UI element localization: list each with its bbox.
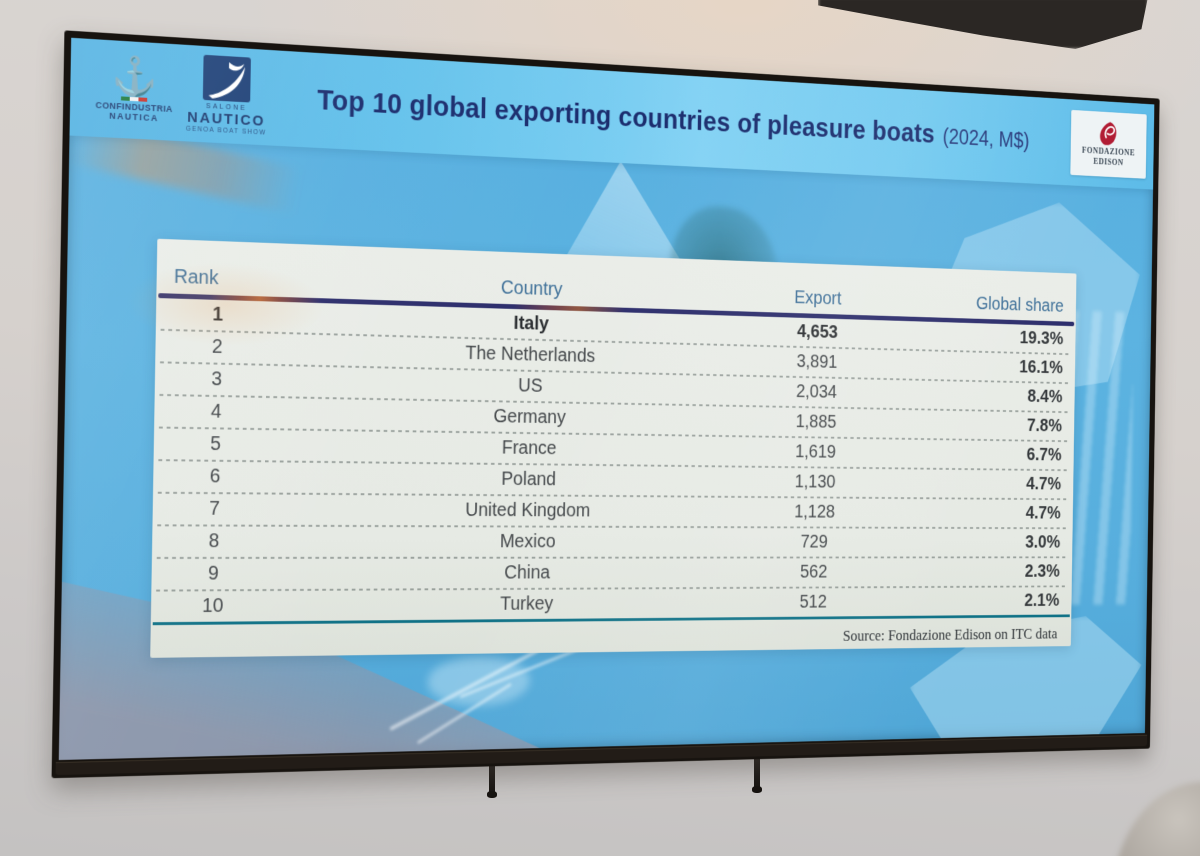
country-cell: Poland: [501, 468, 557, 490]
rank-cell: 6: [209, 465, 221, 488]
edison-flame-icon: [1099, 121, 1119, 146]
export-cell: 4,653: [796, 321, 838, 343]
share-cell: 6.7%: [1026, 445, 1062, 465]
share-cell: 16.1%: [1019, 357, 1063, 378]
sail-icon: [203, 54, 252, 103]
export-cell: 2,034: [795, 381, 838, 403]
export-cell: 1,130: [794, 471, 836, 493]
country-cell: China: [504, 562, 551, 584]
export-cell: 512: [799, 591, 827, 613]
country-cell: Mexico: [499, 531, 556, 553]
country-cell: The Netherlands: [465, 342, 596, 367]
export-cell: 1,128: [794, 501, 836, 523]
share-cell: 4.7%: [1025, 503, 1061, 523]
rank-cell: 10: [201, 595, 224, 617]
table-row: 7 United Kingdom 1,128 4.7%: [152, 494, 1073, 528]
share-cell: 2.1%: [1024, 590, 1060, 611]
edison-label-line2: EDISON: [1093, 157, 1124, 169]
slide-title: Top 10 global exporting countries of ple…: [317, 84, 936, 149]
country-cell: Italy: [513, 312, 550, 335]
rank-cell: 2: [211, 336, 223, 358]
data-table-panel: Rank Country Export Global share 1 Italy 4…: [150, 238, 1077, 658]
country-cell: Germany: [493, 406, 566, 429]
slide-header-band: ⚓ CONFINDUSTRIA NAUTICA SALONE: [69, 37, 1155, 190]
confindustria-nautica-logo: ⚓ CONFINDUSTRIA NAUTICA: [95, 55, 173, 124]
slide-title-block: Top 10 global exporting countries of ple…: [280, 82, 1061, 156]
share-cell: 7.8%: [1026, 415, 1063, 436]
rank-header: Rank: [173, 266, 219, 290]
share-cell: 4.7%: [1025, 474, 1062, 494]
export-cell: 729: [800, 531, 828, 553]
slide-screen: ⚓ CONFINDUSTRIA NAUTICA SALONE: [58, 37, 1155, 761]
share-cell: 8.4%: [1027, 386, 1063, 407]
salone-nautico-logo: SALONE NAUTICO GENOA BOAT SHOW: [186, 54, 268, 137]
table-row: 8 Mexico 729 3.0%: [152, 526, 1073, 557]
rank-cell: 8: [208, 530, 220, 553]
tv-frame: ⚓ CONFINDUSTRIA NAUTICA SALONE: [51, 30, 1160, 779]
table-row: 9 China 562 2.3%: [151, 558, 1072, 589]
export-cell: 1,885: [795, 411, 837, 433]
export-cell: 562: [799, 562, 828, 583]
rank-cell: 5: [210, 433, 221, 455]
global-share-header: Global share: [976, 293, 1064, 317]
export-cell: 3,891: [796, 351, 838, 373]
mount-peg: [752, 751, 762, 793]
rank-cell: 9: [207, 562, 219, 585]
rank-cell: 1: [212, 303, 224, 326]
country-cell: France: [501, 437, 557, 459]
share-cell: 3.0%: [1025, 532, 1061, 553]
person-hair: [1112, 782, 1200, 856]
export-header: Export: [794, 287, 842, 310]
share-cell: 2.3%: [1024, 561, 1060, 582]
country-cell: United Kingdom: [465, 499, 591, 522]
country-cell: US: [517, 375, 543, 397]
fondazione-edison-logo: FONDAZIONE EDISON: [1070, 109, 1147, 179]
country-header: Country: [500, 277, 563, 301]
share-cell: 19.3%: [1019, 328, 1064, 349]
anchor-icon: ⚓: [111, 55, 159, 100]
mount-peg: [487, 756, 497, 798]
nautica-label: NAUTICA: [109, 110, 159, 123]
export-cell: 1,619: [794, 441, 837, 463]
edison-label-line1: FONDAZIONE: [1081, 146, 1136, 159]
country-cell: Turkey: [499, 593, 554, 615]
rank-cell: 7: [208, 498, 220, 520]
table-rows: 1 Italy 4,653 19.3% 2 The Netherlands 3,891 16.…: [151, 298, 1076, 622]
ceiling-beam: [818, 0, 1148, 49]
rank-cell: 3: [211, 368, 223, 391]
slide-subtitle: (2024, M$): [942, 124, 1030, 152]
rank-cell: 4: [210, 400, 222, 423]
